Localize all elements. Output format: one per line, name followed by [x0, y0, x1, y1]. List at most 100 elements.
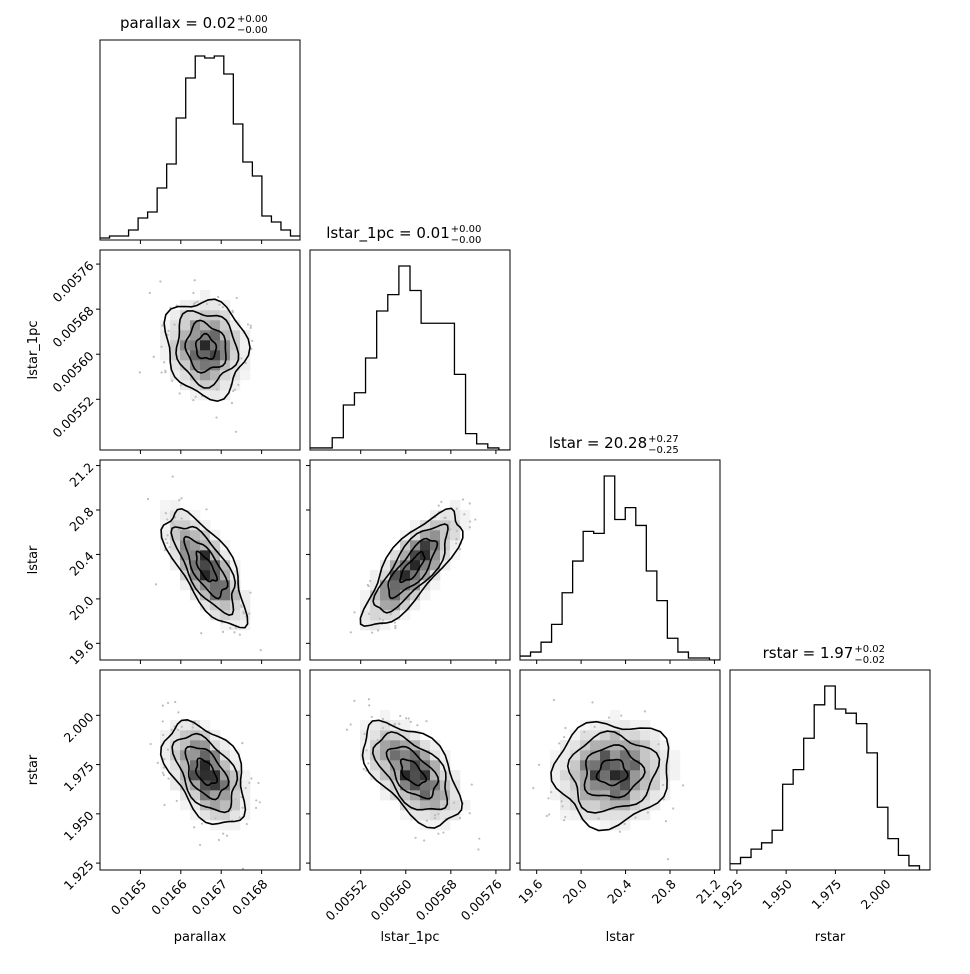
- panel-content-lstar-lstar_1pc: [349, 498, 477, 634]
- density-cell: [410, 520, 421, 531]
- contour-line: [184, 319, 227, 374]
- density-cell: [440, 510, 451, 521]
- scatter-point: [443, 516, 446, 519]
- density-cell: [180, 580, 191, 591]
- contour-line: [170, 525, 237, 617]
- density-cell: [590, 730, 601, 741]
- panel-content-rstar-lstar_1pc: [345, 698, 481, 851]
- scatter-point: [221, 630, 225, 633]
- scatter-point: [177, 711, 180, 714]
- scatter-point: [234, 626, 237, 630]
- density-cell: [580, 770, 591, 781]
- scatter-point: [180, 497, 183, 500]
- scatter-point: [234, 798, 237, 801]
- scatter-point: [138, 371, 141, 374]
- density-cell: [420, 520, 431, 531]
- density-cell: [410, 760, 421, 771]
- density-cell: [600, 810, 611, 821]
- density-cell: [170, 740, 181, 751]
- scatter-point: [161, 704, 164, 707]
- scatter-point: [623, 822, 626, 826]
- density-cell: [170, 340, 181, 351]
- scatter-point: [393, 723, 396, 726]
- density-cell: [360, 610, 371, 621]
- panel-title-lstar_1pc: lstar_1pc = 0.01: [326, 224, 450, 243]
- scatter-point: [425, 819, 428, 822]
- density-cell: [390, 750, 401, 761]
- density-cell: [370, 750, 381, 761]
- density-cell: [160, 510, 171, 521]
- contour-line: [195, 550, 219, 583]
- density-cell: [380, 740, 391, 751]
- density-cell: [370, 620, 381, 631]
- scatter-point: [349, 723, 352, 726]
- scatter-point: [468, 526, 471, 529]
- scatter-point: [154, 583, 158, 586]
- density-cell: [570, 740, 581, 751]
- density-cell: [200, 330, 211, 341]
- density-cell: [200, 760, 211, 771]
- density-cell: [360, 620, 371, 631]
- scatter-point: [459, 548, 462, 551]
- scatter-point: [232, 389, 235, 393]
- density-cell: [400, 570, 411, 581]
- scatter-point: [643, 710, 646, 713]
- x-axis-label-lstar: lstar: [606, 930, 635, 945]
- density-cell: [220, 770, 231, 781]
- scatter-point: [230, 809, 233, 812]
- scatter-point: [657, 743, 660, 746]
- x-tick-label: 1.975: [808, 876, 844, 912]
- panel-frame: [309, 249, 511, 451]
- scatter-point: [173, 524, 176, 527]
- scatter-point: [164, 512, 167, 515]
- density-cell: [160, 330, 171, 341]
- density-cell: [210, 380, 221, 391]
- density-cell: [400, 780, 411, 791]
- y-tick-label: 1.925: [61, 857, 97, 893]
- scatter-point: [414, 836, 417, 839]
- scatter-point: [664, 820, 667, 823]
- density-cell: [180, 720, 191, 731]
- panel-content-rstar-parallax: [149, 700, 261, 870]
- scatter-point: [251, 339, 254, 342]
- contour-line: [359, 507, 464, 628]
- density-cell: [560, 740, 571, 751]
- density-cell: [360, 590, 371, 601]
- density-cell: [570, 770, 581, 781]
- scatter-point: [198, 843, 202, 847]
- density-cell: [160, 740, 171, 751]
- x-tick-label: 0.0168: [229, 876, 271, 918]
- density-cell: [400, 600, 411, 611]
- contour-line: [595, 758, 629, 787]
- density-cell: [430, 560, 441, 571]
- contour-line: [163, 298, 251, 403]
- scatter-point: [376, 738, 379, 742]
- density-cell: [230, 350, 241, 361]
- density-cell: [200, 730, 211, 741]
- scatter-point: [416, 724, 419, 727]
- scatter-point: [455, 537, 458, 540]
- density-cell: [610, 820, 621, 831]
- density-cell: [200, 780, 211, 791]
- density-cell: [160, 500, 171, 511]
- density-cell: [400, 550, 411, 561]
- scatter-point: [442, 831, 445, 834]
- x-tick-label: 0.00560: [368, 876, 415, 923]
- contour-line: [566, 730, 661, 814]
- scatter-point: [149, 742, 152, 746]
- density-cell: [440, 810, 451, 821]
- density-cell: [240, 360, 251, 371]
- density-cell: [380, 610, 391, 621]
- density-cell: [220, 370, 231, 381]
- scatter-point: [192, 291, 195, 295]
- density-cell: [410, 810, 421, 821]
- scatter-point: [249, 324, 252, 327]
- density-cell: [400, 720, 411, 731]
- density-cell: [210, 790, 221, 801]
- density-cell: [610, 720, 621, 731]
- x-tick-label: 0.00552: [322, 876, 369, 923]
- scatter-point: [192, 723, 195, 726]
- density-cell: [200, 750, 211, 761]
- density-cell: [170, 310, 181, 321]
- scatter-point: [164, 369, 167, 372]
